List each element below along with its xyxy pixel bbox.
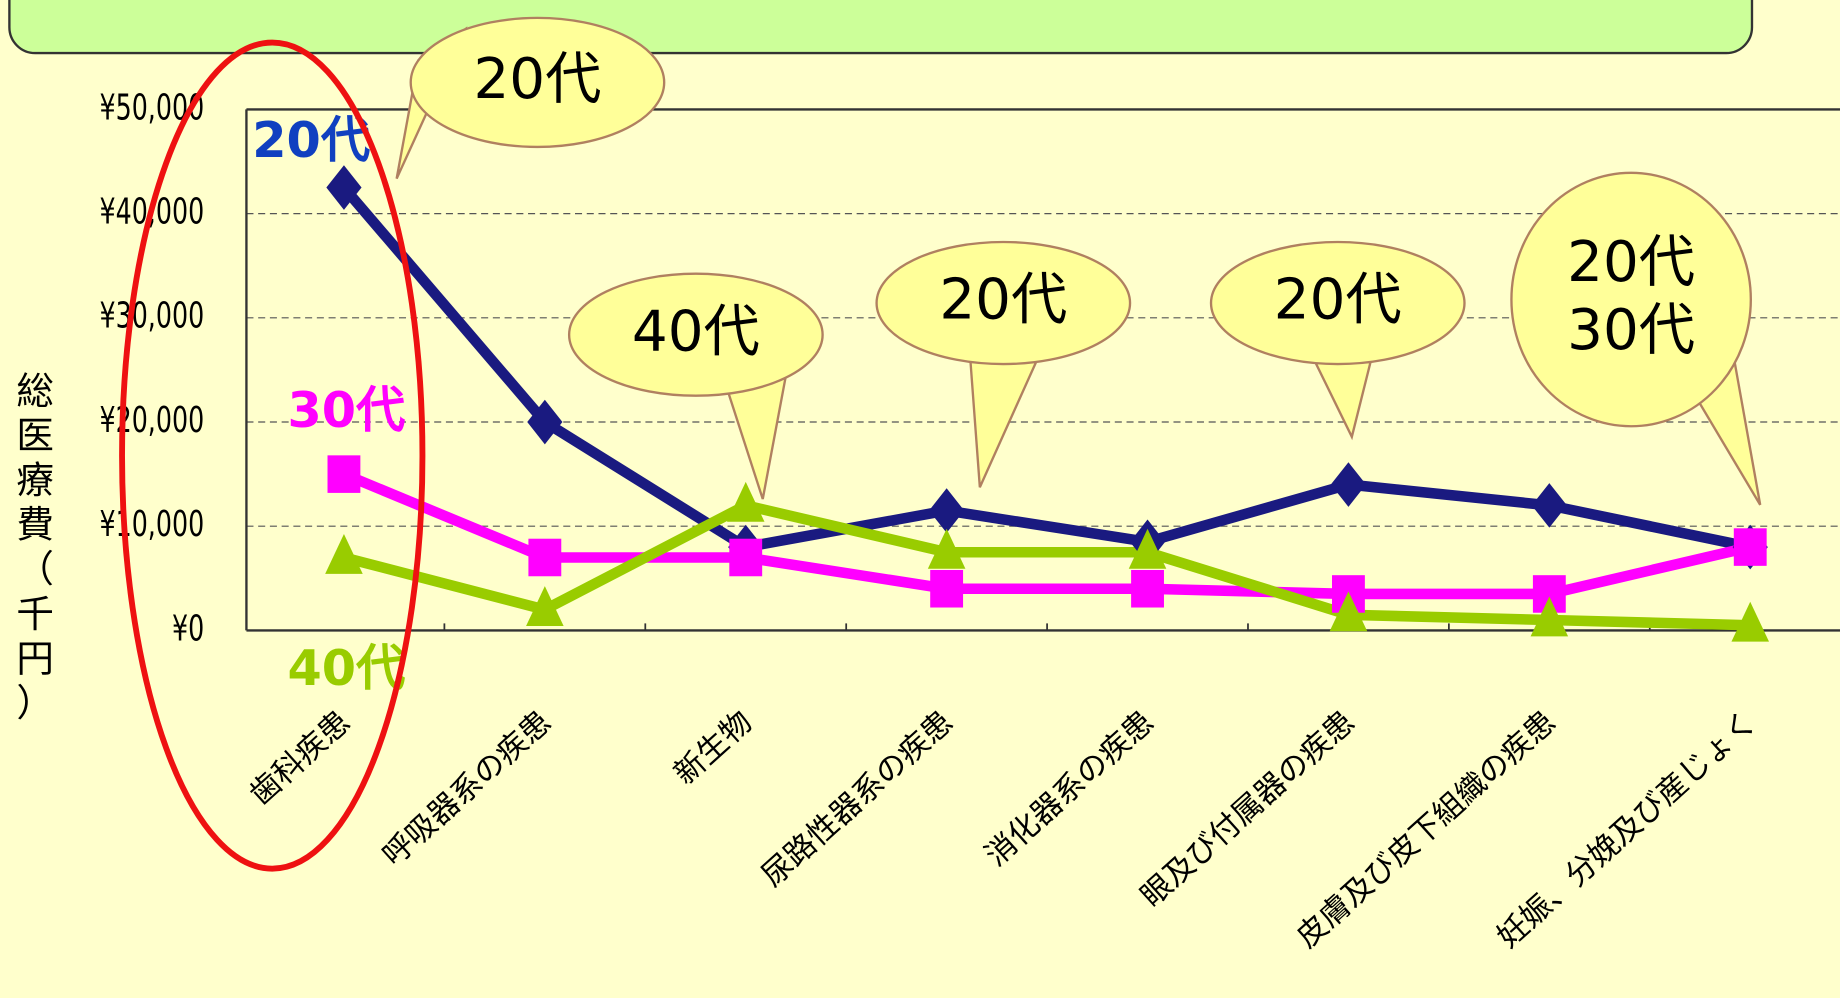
marker	[729, 538, 763, 577]
callout-bubble	[1510, 171, 1752, 428]
marker	[1733, 528, 1767, 566]
marker	[526, 586, 564, 627]
marker	[327, 455, 361, 493]
callout-bubble	[1209, 240, 1466, 366]
callout-text: 30代	[1567, 298, 1695, 363]
callout-bubble	[409, 16, 666, 149]
y-axis-label-char: 千	[16, 592, 54, 636]
marker	[1329, 591, 1368, 632]
marker	[726, 481, 765, 522]
y-axis-label-char: 円	[16, 636, 54, 680]
legend-label: 20代	[252, 111, 370, 169]
marker	[1131, 569, 1164, 608]
marker	[527, 399, 563, 445]
callout-bubble	[875, 240, 1132, 366]
callout-text: 20代	[473, 47, 601, 112]
y-axis-label-char: （	[16, 547, 54, 591]
y-tick-label: ¥20,000	[99, 399, 204, 441]
marker	[1731, 601, 1770, 642]
marker	[528, 538, 562, 577]
marker	[1530, 596, 1569, 637]
callout-bubble	[567, 272, 824, 397]
marker	[325, 534, 363, 574]
y-axis-label-char: 総	[16, 369, 54, 413]
highlight-ellipse	[119, 39, 426, 872]
callout-text: 40代	[632, 299, 760, 364]
marker	[927, 528, 966, 569]
y-axis-label-char: 費	[16, 503, 54, 547]
marker	[1330, 462, 1367, 507]
callout-text: 20代	[939, 268, 1067, 333]
marker	[930, 569, 964, 608]
marker	[929, 488, 965, 533]
y-axis-label-char: 医	[16, 413, 54, 457]
series-line	[342, 500, 1751, 631]
series-line	[339, 184, 1752, 553]
series-line	[341, 469, 1752, 600]
callout-text: 20代	[1274, 268, 1402, 333]
marker	[1128, 528, 1167, 569]
y-tick-label: ¥30,000	[99, 295, 204, 337]
y-tick-label: ¥0	[172, 607, 204, 649]
marker	[1531, 483, 1567, 528]
legend-label: 40代	[287, 639, 405, 697]
y-axis-label-char: 療	[16, 458, 54, 502]
callout-text: 20代	[1567, 230, 1695, 295]
y-axis-label-char: ）	[16, 681, 54, 725]
marker	[326, 165, 362, 210]
y-tick-label: ¥10,000	[99, 503, 204, 545]
legend-label: 30代	[287, 381, 405, 439]
